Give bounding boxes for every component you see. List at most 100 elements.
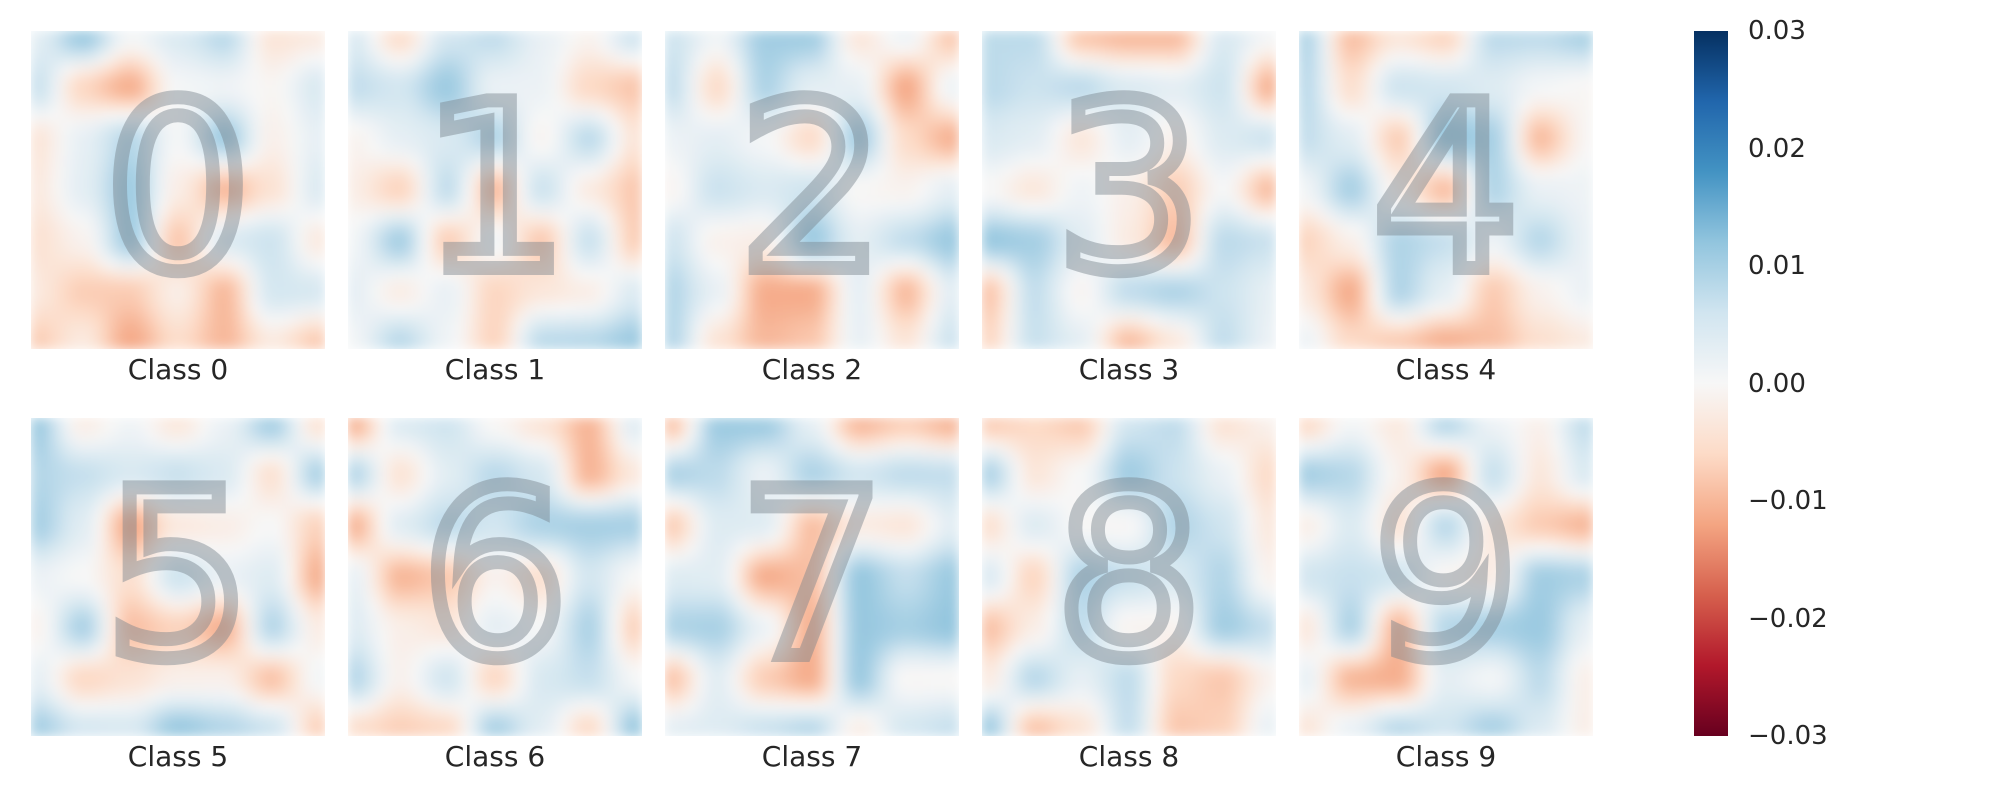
heatmap-cell	[431, 64, 443, 77]
heatmap-cell	[463, 257, 475, 270]
heatmap-cell	[578, 508, 590, 521]
heatmap-cell	[442, 53, 454, 66]
heatmap-cell	[1487, 303, 1499, 316]
heatmap-cell	[937, 53, 949, 66]
heatmap-cell	[1244, 189, 1256, 202]
heatmap-cell	[41, 485, 53, 498]
heatmap-cell	[948, 155, 959, 168]
heatmap-cell	[93, 451, 105, 464]
heatmap-cell	[1002, 64, 1014, 77]
heatmap-cell	[992, 291, 1004, 305]
heatmap-cell	[748, 269, 760, 282]
heatmap-cell	[135, 474, 147, 487]
heatmap-cell	[1372, 223, 1384, 236]
heatmap-cell	[463, 155, 475, 168]
heatmap-cell	[389, 178, 401, 191]
heatmap-cell	[1571, 178, 1583, 191]
heatmap-cell	[72, 41, 84, 55]
heatmap-cell	[1065, 280, 1077, 293]
heatmap-cell	[230, 553, 242, 567]
heatmap-cell	[125, 462, 137, 476]
heatmap-cell	[135, 325, 147, 339]
heatmap-cell	[526, 257, 538, 270]
heatmap-cell	[125, 418, 137, 430]
heatmap-cell	[251, 291, 263, 305]
heatmap-cell	[515, 418, 527, 430]
heatmap-cell	[303, 553, 315, 567]
heatmap-cell	[135, 314, 147, 327]
heatmap-cell	[282, 155, 294, 168]
heatmap-cell	[293, 542, 305, 555]
heatmap-cell	[167, 462, 179, 476]
heatmap-cell	[1487, 337, 1499, 349]
heatmap-cell	[589, 200, 601, 214]
heatmap-cell	[620, 110, 632, 123]
heatmap-cell	[114, 440, 126, 453]
heatmap-cell	[410, 132, 422, 146]
heatmap-cell	[1139, 87, 1151, 100]
heatmap-cell	[431, 178, 443, 191]
heatmap-cell	[410, 31, 422, 43]
heatmap-cell	[568, 189, 580, 202]
heatmap-cell	[135, 257, 147, 270]
heatmap-cell	[177, 75, 189, 89]
heatmap-cell	[156, 291, 168, 305]
heatmap-cell	[1233, 325, 1245, 339]
heatmap-cell	[51, 587, 63, 601]
heatmap-cell	[843, 269, 855, 282]
heatmap-cell	[272, 621, 284, 635]
heatmap-cell	[368, 462, 380, 476]
heatmap-cell	[547, 314, 559, 327]
heatmap-cell	[41, 144, 53, 157]
heatmap-cell	[167, 121, 179, 134]
heatmap-cell	[1361, 325, 1373, 339]
heatmap-cell	[578, 325, 590, 339]
heatmap-cell	[272, 303, 284, 316]
heatmap-cell	[1340, 223, 1352, 236]
heatmap-cell	[599, 31, 611, 43]
heatmap-cell	[568, 462, 580, 476]
heatmap-cell	[1456, 200, 1468, 214]
heatmap-cell	[230, 599, 242, 612]
heatmap-cell	[1351, 189, 1363, 202]
heatmap-cell	[1107, 178, 1119, 191]
heatmap-cell	[272, 87, 284, 100]
heatmap-cell	[41, 519, 53, 533]
heatmap-cell	[706, 234, 718, 248]
heatmap-cell	[83, 724, 95, 736]
heatmap-cell	[906, 314, 918, 327]
heatmap-cell	[1149, 132, 1161, 146]
heatmap-cell	[209, 223, 221, 236]
heatmap-cell	[41, 31, 53, 43]
heatmap-cell	[1299, 291, 1310, 305]
heatmap-cell	[568, 110, 580, 123]
heatmap-cell	[1023, 144, 1035, 157]
heatmap-cell	[832, 75, 844, 89]
heatmap-cell	[230, 98, 242, 111]
heatmap-cell	[696, 75, 708, 89]
heatmap-cell	[72, 234, 84, 248]
heatmap-cell	[293, 610, 305, 623]
heatmap-cell	[801, 189, 813, 202]
heatmap-cell	[104, 485, 116, 498]
heatmap-cell	[1403, 223, 1415, 236]
heatmap-cell	[1540, 98, 1552, 111]
heatmap-cell	[261, 212, 273, 225]
heatmap-cell	[51, 485, 63, 498]
heatmap-cell	[1393, 110, 1405, 123]
heatmap-cell	[948, 31, 959, 43]
heatmap-cell	[348, 144, 359, 157]
heatmap-cell	[631, 223, 642, 236]
heatmap-cell	[379, 325, 391, 339]
heatmap-cell	[1309, 314, 1321, 327]
heatmap-cell	[610, 462, 622, 476]
heatmap-cell	[1393, 291, 1405, 305]
heatmap-cell	[685, 110, 697, 123]
heatmap-cell	[188, 418, 200, 430]
heatmap-cell	[1097, 166, 1109, 180]
heatmap-cell	[219, 303, 231, 316]
heatmap-cell	[1212, 280, 1224, 293]
heatmap-cell	[1233, 257, 1245, 270]
heatmap-cell	[536, 75, 548, 89]
heatmap-cell	[209, 212, 221, 225]
